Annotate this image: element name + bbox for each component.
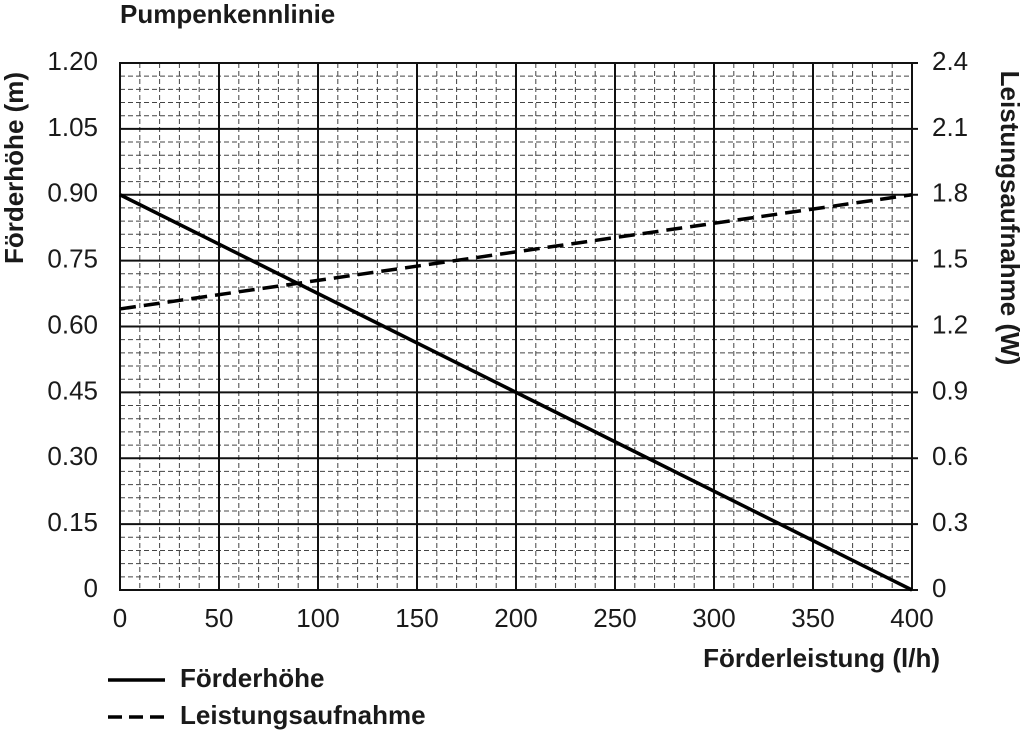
- y-tick-label: 0.90: [47, 178, 98, 208]
- x-tick-label: 150: [395, 603, 438, 633]
- x-tick-label: 200: [494, 603, 537, 633]
- y2-tick-label: 0.6: [932, 441, 968, 471]
- y-tick-label: 0.60: [47, 309, 98, 339]
- y-tick-label: 1.05: [47, 112, 98, 142]
- y2-tick-label: 2.1: [932, 112, 968, 142]
- x-tick-label: 50: [205, 603, 234, 633]
- y-axis-label: Förderhöhe (m): [0, 72, 29, 264]
- y2-axis-label: Leistungsaufnahme (W): [995, 71, 1024, 366]
- x-tick-label: 100: [296, 603, 339, 633]
- y2-tick-label: 1.5: [932, 244, 968, 274]
- y-tick-label: 1.20: [47, 46, 98, 76]
- y-tick-label: 0: [84, 573, 98, 603]
- legend-label: Förderhöhe: [180, 663, 324, 693]
- y2-tick-label: 1.2: [932, 309, 968, 339]
- legend-label: Leistungsaufnahme: [180, 700, 426, 730]
- series-line: [119, 193, 913, 592]
- x-tick-label: 400: [890, 603, 933, 633]
- x-tick-label: 250: [593, 603, 636, 633]
- x-tick-label: 0: [113, 603, 127, 633]
- y2-tick-label: 0.9: [932, 375, 968, 405]
- chart-title: Pumpenkennlinie: [120, 0, 335, 29]
- y2-tick-label: 0: [932, 573, 946, 603]
- series-line: [119, 193, 913, 311]
- y-tick-label: 0.45: [47, 375, 98, 405]
- x-tick-label: 350: [791, 603, 834, 633]
- y-tick-label: 0.15: [47, 507, 98, 537]
- y-tick-label: 0.30: [47, 441, 98, 471]
- y-tick-label: 0.75: [47, 244, 98, 274]
- y2-tick-label: 2.4: [932, 46, 968, 76]
- y2-tick-label: 0.3: [932, 507, 968, 537]
- plot-border: [119, 62, 913, 591]
- x-tick-label: 300: [692, 603, 735, 633]
- x-axis-label: Förderleistung (l/h): [703, 643, 940, 673]
- y2-tick-label: 1.8: [932, 178, 968, 208]
